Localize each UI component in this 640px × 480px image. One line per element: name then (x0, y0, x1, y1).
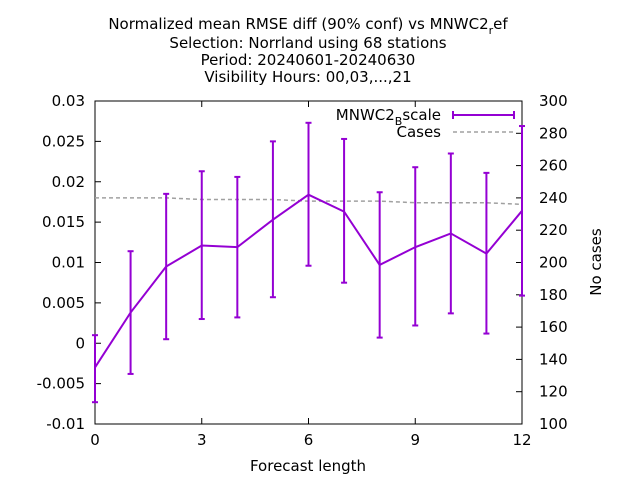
y-tick-label: 0.02 (52, 173, 85, 191)
y-tick-label: 0.015 (42, 213, 85, 231)
y2-axis-label: No cases (587, 228, 605, 296)
y2-tick-label: 300 (539, 92, 568, 110)
y-tick-label: 0.025 (42, 132, 85, 150)
y2-tick-label: 180 (539, 286, 568, 304)
y2-tick-label: 240 (539, 189, 568, 207)
x-tick-label: 12 (512, 431, 531, 449)
y2-tick-label: 160 (539, 318, 568, 336)
legend-label-mnwc2-bscale: MNWC2Bscale (336, 106, 441, 128)
y-tick-label: 0 (75, 334, 85, 352)
y-tick-label: 0.03 (52, 92, 85, 110)
y-tick-label: 0.005 (42, 294, 85, 312)
legend-label-cases: Cases (396, 123, 441, 141)
y2-tick-label: 140 (539, 350, 568, 368)
y2-tick-label: 100 (539, 415, 568, 433)
x-axis: 0 3 6 9 12 (90, 101, 532, 449)
chart-title-line: Normalized mean RMSE diff (90% conf) vs … (108, 15, 508, 37)
y-axis: -0.01 -0.005 0 0.005 0.01 0.015 0.02 0.025 0.03 (37, 92, 101, 433)
series-line-mnwc2-bscale (94, 193, 523, 369)
x-axis-label: Forecast length (250, 457, 366, 475)
y2-tick-label: 260 (539, 157, 568, 175)
x-tick-label: 9 (410, 431, 420, 449)
y2-axis: 100 120 140 160 180 200 220 240 260 280 300 (516, 92, 568, 433)
y-tick-label: 0.01 (52, 254, 85, 272)
y2-tick-label: 120 (539, 383, 568, 401)
chart-title-line: Visibility Hours: 00,03,...,21 (204, 68, 411, 86)
x-tick-label: 6 (304, 431, 314, 449)
y2-tick-label: 280 (539, 124, 568, 142)
y2-tick-label: 200 (539, 254, 568, 272)
chart-title: Normalized mean RMSE diff (90% conf) vs … (108, 15, 508, 86)
chart-title-line: Period: 20240601-20240630 (201, 51, 416, 69)
y-tick-label: -0.005 (37, 375, 85, 393)
series-layer (92, 121, 525, 404)
chart-title-line: Selection: Norrland using 68 stations (169, 34, 446, 52)
y-tick-label: -0.01 (46, 415, 85, 433)
y2-tick-label: 220 (539, 221, 568, 239)
x-tick-label: 3 (197, 431, 207, 449)
x-tick-label: 0 (90, 431, 100, 449)
